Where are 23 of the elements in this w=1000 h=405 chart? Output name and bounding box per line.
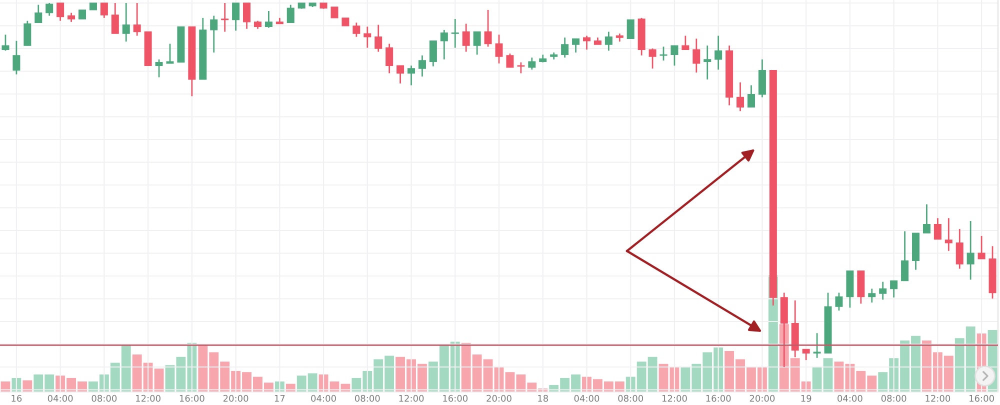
x-tick-label: 17 [274,395,285,402]
x-tick-label: 12:00 [136,394,160,402]
x-tick-label: 04:00 [48,394,73,402]
x-tick-label: 04:00 [838,394,862,402]
x-tick-label: 19 [801,394,812,402]
x-tick-label: 12:00 [399,394,424,402]
x-tick-label: 12:00 [926,394,950,402]
x-tick-label: 16:00 [443,394,468,402]
x-tick-label: 16 [12,394,22,402]
x-tick-label: 16:00 [180,394,204,402]
x-tick-label: 08:00 [354,394,380,402]
x-tick-label: 20:00 [486,394,512,402]
x-tick-label: 08:00 [92,394,117,402]
x-tick-label: 20:00 [223,394,248,402]
x-tick-label: 16:00 [706,394,731,402]
x-tick-label: 18 [538,394,548,402]
x-tick-label: 12:00 [662,394,687,402]
x-tick-label: 08:00 [881,394,906,402]
x-tick-label: 20:00 [750,394,775,402]
x-tick-label: 16:00 [970,394,994,402]
x-tick-label: 08:00 [618,394,644,402]
x-tick-label: 04:00 [311,394,336,402]
x-tick-label: 04:00 [574,394,600,402]
